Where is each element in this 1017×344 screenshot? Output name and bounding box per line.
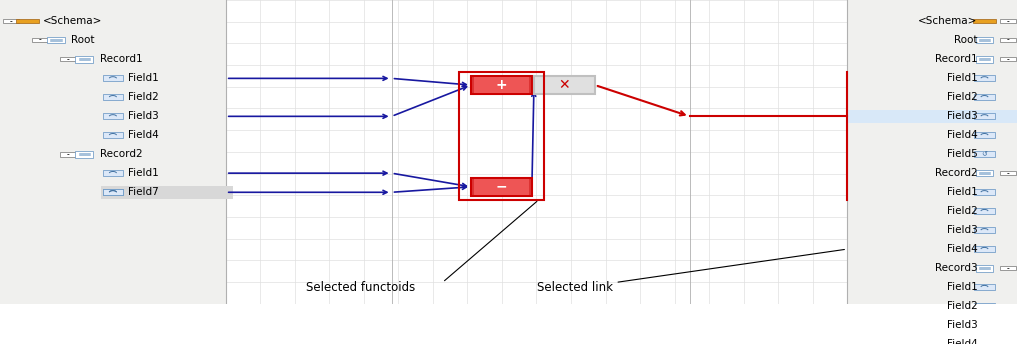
Bar (60, 57, 76, 62)
FancyBboxPatch shape (974, 246, 995, 252)
FancyBboxPatch shape (974, 208, 995, 214)
Bar (226, 0, 847, 304)
Text: Record1: Record1 (935, 54, 977, 64)
Text: Field1: Field1 (128, 168, 159, 178)
FancyBboxPatch shape (974, 341, 995, 344)
Text: -: - (67, 55, 69, 64)
FancyBboxPatch shape (474, 179, 529, 195)
Bar (0, 0, 226, 304)
Bar (847, 110, 1017, 123)
FancyBboxPatch shape (47, 37, 65, 43)
Text: Root: Root (954, 35, 977, 45)
FancyBboxPatch shape (75, 151, 94, 158)
Text: Field4: Field4 (947, 130, 977, 140)
FancyBboxPatch shape (974, 227, 995, 233)
Text: <Schema>: <Schema> (918, 16, 977, 26)
FancyBboxPatch shape (103, 132, 123, 138)
Text: Field5: Field5 (947, 149, 977, 159)
FancyBboxPatch shape (973, 19, 996, 23)
Text: -: - (1007, 55, 1009, 64)
Text: Field2: Field2 (128, 92, 159, 102)
Text: Field1: Field1 (947, 282, 977, 292)
FancyBboxPatch shape (103, 113, 123, 119)
FancyBboxPatch shape (974, 303, 995, 309)
Text: −: − (495, 180, 507, 194)
Bar (1000, 57, 1016, 62)
Bar (1000, 266, 1016, 270)
FancyBboxPatch shape (974, 75, 995, 82)
Bar (459, 72, 544, 200)
Text: ✕: ✕ (558, 78, 571, 92)
Bar (101, 186, 233, 199)
FancyBboxPatch shape (103, 189, 123, 195)
FancyBboxPatch shape (16, 19, 39, 23)
Text: Selected link: Selected link (537, 281, 612, 293)
Text: Record2: Record2 (935, 168, 977, 178)
Bar (32, 38, 48, 42)
FancyBboxPatch shape (103, 189, 123, 195)
Text: Selected functoids: Selected functoids (306, 281, 416, 293)
FancyBboxPatch shape (974, 151, 995, 157)
Text: Field4: Field4 (128, 130, 159, 140)
Text: -: - (1007, 264, 1009, 273)
Text: -: - (10, 17, 12, 26)
FancyBboxPatch shape (471, 178, 532, 196)
FancyBboxPatch shape (103, 170, 123, 176)
FancyBboxPatch shape (974, 113, 995, 119)
FancyBboxPatch shape (534, 76, 595, 94)
Text: Field3: Field3 (947, 225, 977, 235)
Text: Field3: Field3 (947, 111, 977, 121)
Text: Field4: Field4 (947, 339, 977, 344)
Text: Field4: Field4 (947, 244, 977, 254)
Text: -: - (1007, 169, 1009, 178)
FancyBboxPatch shape (975, 265, 994, 271)
FancyBboxPatch shape (974, 322, 995, 328)
FancyBboxPatch shape (474, 77, 529, 93)
Text: Field1: Field1 (128, 73, 159, 83)
Text: Field2: Field2 (947, 92, 977, 102)
Bar (3, 19, 19, 23)
Text: Field3: Field3 (128, 111, 159, 121)
Text: Record2: Record2 (100, 149, 142, 159)
Bar (60, 152, 76, 157)
Text: ↺: ↺ (981, 151, 988, 157)
FancyBboxPatch shape (75, 56, 94, 63)
Text: +: + (495, 78, 507, 92)
Bar (1000, 171, 1016, 175)
Text: Root: Root (71, 35, 95, 45)
Text: <Schema>: <Schema> (43, 16, 102, 26)
Bar (1000, 19, 1016, 23)
FancyBboxPatch shape (974, 94, 995, 100)
Text: Field7: Field7 (128, 187, 159, 197)
Text: Field2: Field2 (947, 206, 977, 216)
FancyBboxPatch shape (975, 170, 994, 176)
Text: -: - (1007, 35, 1009, 45)
Text: -: - (1007, 17, 1009, 26)
Text: -: - (39, 35, 41, 45)
Bar (847, 0, 1017, 304)
Bar (1000, 38, 1016, 42)
FancyBboxPatch shape (103, 75, 123, 82)
FancyBboxPatch shape (974, 189, 995, 195)
Text: Field1: Field1 (947, 187, 977, 197)
Text: Field2: Field2 (947, 301, 977, 311)
FancyBboxPatch shape (975, 56, 994, 63)
Text: Record3: Record3 (935, 263, 977, 273)
Text: Field1: Field1 (947, 73, 977, 83)
FancyBboxPatch shape (471, 76, 532, 94)
FancyBboxPatch shape (974, 284, 995, 290)
Text: Field3: Field3 (947, 320, 977, 330)
Text: Record1: Record1 (100, 54, 142, 64)
FancyBboxPatch shape (975, 37, 994, 43)
FancyBboxPatch shape (974, 132, 995, 138)
FancyBboxPatch shape (103, 94, 123, 100)
Text: -: - (67, 150, 69, 159)
